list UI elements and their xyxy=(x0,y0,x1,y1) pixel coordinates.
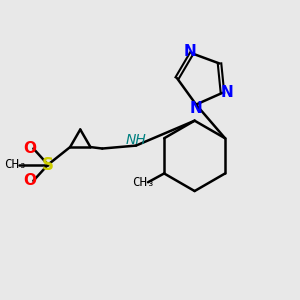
Text: N: N xyxy=(190,100,202,116)
Text: O: O xyxy=(23,141,36,156)
Text: S: S xyxy=(42,156,54,174)
Text: N: N xyxy=(220,85,233,100)
Text: NH: NH xyxy=(126,133,146,147)
Text: CH₃: CH₃ xyxy=(132,176,155,189)
Text: O: O xyxy=(23,173,36,188)
Text: CH₃: CH₃ xyxy=(4,158,27,171)
Text: N: N xyxy=(184,44,197,59)
